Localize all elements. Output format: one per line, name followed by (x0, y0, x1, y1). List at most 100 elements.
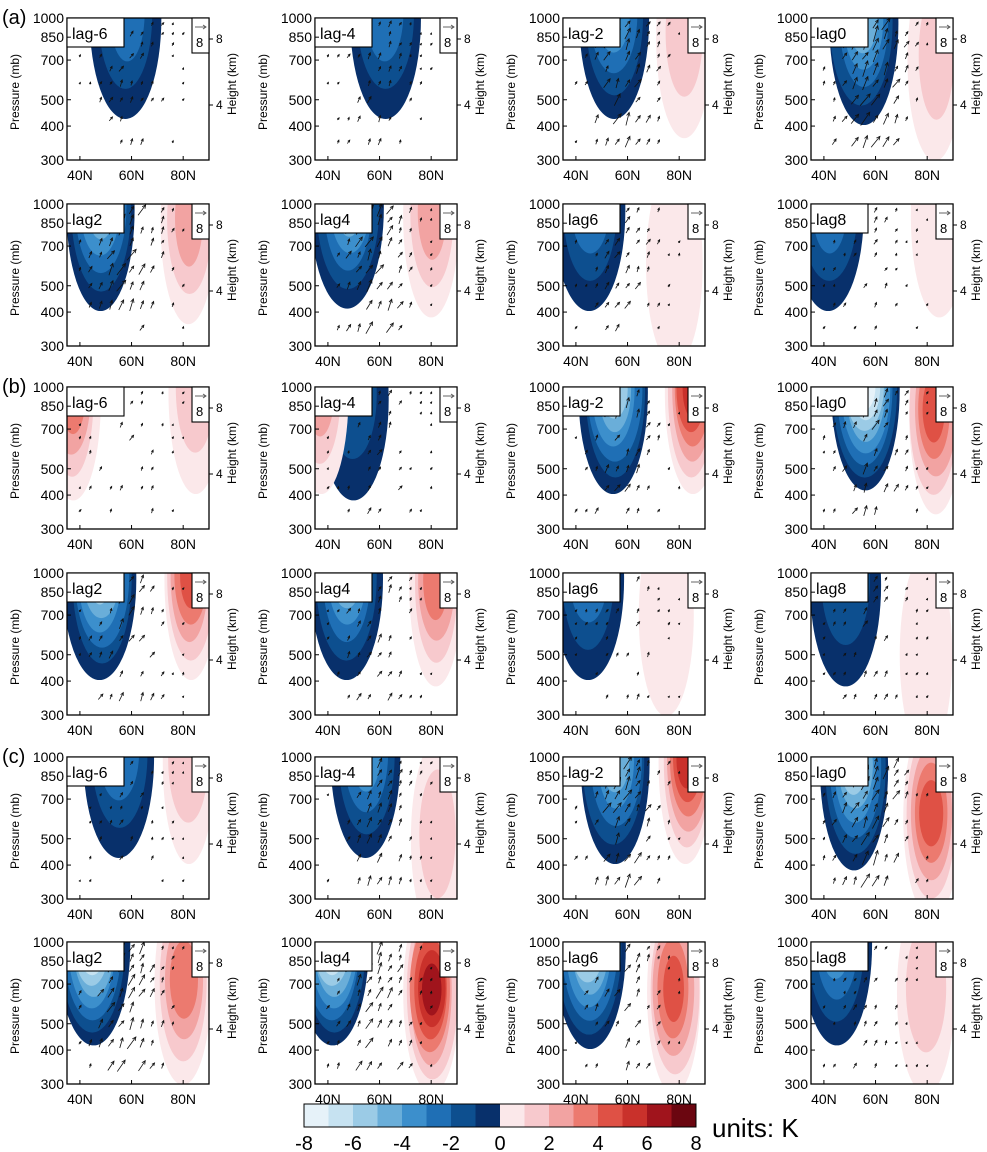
wind-vector-head (833, 465, 836, 470)
y-tick-label: 850 (537, 584, 561, 600)
wind-vector (657, 41, 660, 48)
wind-vector (883, 693, 888, 700)
wind-vector (397, 1061, 404, 1070)
wind-vector-head (626, 448, 630, 452)
wind-vector (398, 976, 402, 984)
wind-vector-head (378, 236, 383, 241)
wind-vector-head (430, 761, 433, 765)
wind-vector-head (595, 114, 599, 119)
wind-vector (366, 651, 372, 658)
reference-vector-label: 8 (196, 35, 203, 50)
wind-vector-head (171, 586, 174, 590)
wind-vector-head (389, 205, 394, 210)
wind-vector-head (409, 1039, 413, 1043)
wind-vector-head (647, 30, 650, 35)
y-tick-label: 500 (537, 461, 561, 477)
wind-vector-head (389, 281, 393, 286)
x-tick-label: 80N (914, 353, 940, 369)
colorbar-tick-label: -6 (344, 1133, 362, 1152)
lag-label: lag2 (72, 950, 102, 967)
wind-vector-head (120, 299, 125, 304)
x-tick-label: 60N (367, 353, 393, 369)
wind-vector-head (357, 671, 361, 675)
wind-vector-head (378, 818, 382, 823)
wind-vector (129, 53, 134, 59)
wind-vector-head (895, 1064, 898, 1067)
wind-vector-head (368, 833, 372, 838)
wind-vector (604, 265, 609, 274)
wind-vector (365, 1018, 374, 1029)
wind-vector-head (389, 1003, 393, 1008)
x-tick-label: 60N (119, 1091, 145, 1107)
x-tick-label: 40N (315, 536, 341, 552)
wind-vector-head (181, 879, 185, 882)
wind-vector-head (822, 283, 825, 287)
wind-vector (355, 1060, 363, 1071)
height-axis-label: Height (km) (969, 53, 983, 115)
wind-vector-head (894, 252, 898, 256)
wind-vector (116, 263, 126, 276)
colorbar-cell (353, 1104, 378, 1127)
y-axis-label: Pressure (mb) (8, 240, 22, 316)
wind-vector-head (616, 434, 621, 439)
wind-vector (842, 52, 848, 60)
wind-vector-head (151, 855, 154, 859)
wind-vector (904, 390, 909, 396)
wind-vector (129, 214, 134, 225)
wind-vector (357, 1020, 361, 1027)
wind-vector (635, 976, 640, 984)
wind-vector (357, 877, 361, 885)
wind-vector (614, 138, 620, 145)
panel-frame (66, 386, 210, 530)
wind-vector-head (419, 391, 423, 395)
wind-vector-head (874, 1020, 878, 1025)
wind-vector (356, 791, 362, 798)
wind-vector (108, 280, 114, 291)
panel-frame (66, 756, 210, 900)
wind-vector (851, 137, 859, 147)
wind-vector (883, 113, 889, 125)
y-tick-label: 400 (289, 1042, 313, 1058)
wind-vector-head (388, 298, 393, 304)
wind-vector (108, 1039, 114, 1047)
wind-vector (151, 227, 154, 234)
wind-vector (386, 225, 394, 236)
wind-vector-head (398, 792, 402, 796)
wind-vector-head (905, 465, 909, 469)
x-tick-label: 80N (666, 353, 692, 369)
wind-vector-head (368, 449, 372, 453)
wind-vector-head (863, 670, 867, 674)
wind-vector-head (626, 1060, 630, 1065)
wind-vector-head (150, 507, 154, 512)
wind-vector (118, 1020, 125, 1027)
y-tick-label: 700 (785, 976, 809, 992)
wind-vector (883, 803, 888, 813)
wind-vector (646, 65, 651, 73)
wind-vector (625, 768, 630, 777)
wind-vector-head (429, 423, 433, 426)
wind-vector-head (884, 387, 889, 393)
x-tick-label: 60N (615, 906, 641, 922)
wind-vector-head (357, 421, 361, 426)
wind-vector (853, 421, 857, 429)
height-tick-label: 8 (216, 587, 223, 601)
y-tick-label: 700 (289, 421, 313, 437)
wind-vector (883, 388, 888, 398)
wind-vector (367, 138, 371, 145)
wind-vector-head (120, 691, 124, 696)
wind-vector-head (874, 238, 878, 243)
wind-vector-head (925, 401, 929, 404)
x-tick-label: 60N (863, 536, 889, 552)
wind-vector (636, 389, 640, 397)
wind-vector-head (388, 953, 392, 958)
height-tick-label: 4 (712, 98, 719, 112)
wind-vector-head (109, 693, 113, 697)
wind-vector-head (161, 31, 165, 35)
y-tick-label: 500 (785, 831, 809, 847)
wind-vector-head (398, 52, 402, 56)
x-tick-label: 60N (615, 167, 641, 183)
wind-vector-head (99, 651, 103, 655)
height-axis-label: Height (km) (721, 239, 735, 301)
wind-vector-head (822, 636, 826, 640)
wind-vector-head (627, 757, 632, 761)
